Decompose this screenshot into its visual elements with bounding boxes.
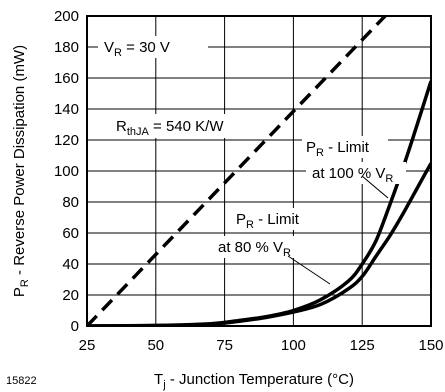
- annotation-rth-bg: [110, 114, 250, 138]
- annotation-vr: VR = 30 V: [104, 39, 170, 59]
- annotation-lim80-line1-bg: [232, 208, 324, 230]
- annotation-lim80-line2: at 80 % VR: [218, 239, 291, 259]
- x-tick-label-0: 25: [79, 337, 96, 354]
- y-tick-label-6: 120: [54, 132, 79, 149]
- annotation-vr-bg: [98, 36, 208, 58]
- x-tick-label-5: 150: [418, 337, 443, 354]
- x-tick-label-1: 50: [147, 337, 164, 354]
- annotation-lim100-line2-bg: [306, 162, 406, 184]
- y-tick-label-4: 80: [62, 194, 79, 211]
- x-axis-label: Tj - Junction Temperature (°C): [154, 371, 354, 391]
- y-tick-labels: 0 20 40 60 80 100 120 140 160 180 200: [54, 8, 79, 335]
- annotation-lim100-line1-bg: [302, 136, 388, 158]
- annotation-lim80-leader: [287, 255, 331, 285]
- annotation-lim100-line1: PR - Limit: [306, 139, 370, 159]
- y-axis-label: PR - Reverse Power Dissipation (mW): [11, 45, 31, 297]
- series-line-2: [87, 162, 431, 326]
- plot-frame: [86, 15, 432, 327]
- y-tick-label-0: 0: [71, 318, 79, 335]
- x-tick-label-4: 125: [350, 337, 375, 354]
- x-tick-label-3: 100: [281, 337, 306, 354]
- annotation-rth: RthJA = 540 K/W: [116, 118, 224, 138]
- series-line-0: [87, 16, 388, 326]
- annotations: VR = 30 V RthJA = 540 K/W PR - Limit at …: [98, 36, 406, 285]
- y-tick-label-7: 140: [54, 101, 79, 118]
- annotation-lim100-leader: [361, 175, 389, 199]
- y-tick-label-9: 180: [54, 39, 79, 56]
- y-tick-label-2: 40: [62, 256, 79, 273]
- y-tick-label-10: 200: [54, 8, 79, 25]
- x-tick-label-2: 75: [216, 337, 233, 354]
- annotation-lim80-line2-bg: [212, 236, 308, 258]
- x-tick-labels: 25 50 75 100 125 150: [79, 337, 444, 354]
- y-tick-label-1: 20: [62, 287, 79, 304]
- y-tick-label-8: 160: [54, 70, 79, 87]
- annotation-lim100-line2: at 100 % VR: [312, 165, 393, 185]
- annotation-lim80-line1: PR - Limit: [236, 211, 300, 231]
- y-tick-label-5: 100: [54, 163, 79, 180]
- y-tick-label-3: 60: [62, 225, 79, 242]
- figure-id: 15822: [6, 375, 37, 387]
